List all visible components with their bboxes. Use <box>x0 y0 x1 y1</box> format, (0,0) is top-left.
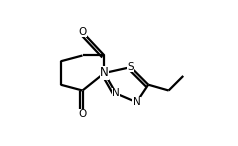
Text: N: N <box>133 97 140 107</box>
Text: O: O <box>78 109 87 119</box>
Text: N: N <box>112 88 120 98</box>
Text: N: N <box>100 66 109 80</box>
Text: S: S <box>127 62 134 72</box>
Text: O: O <box>78 27 87 37</box>
